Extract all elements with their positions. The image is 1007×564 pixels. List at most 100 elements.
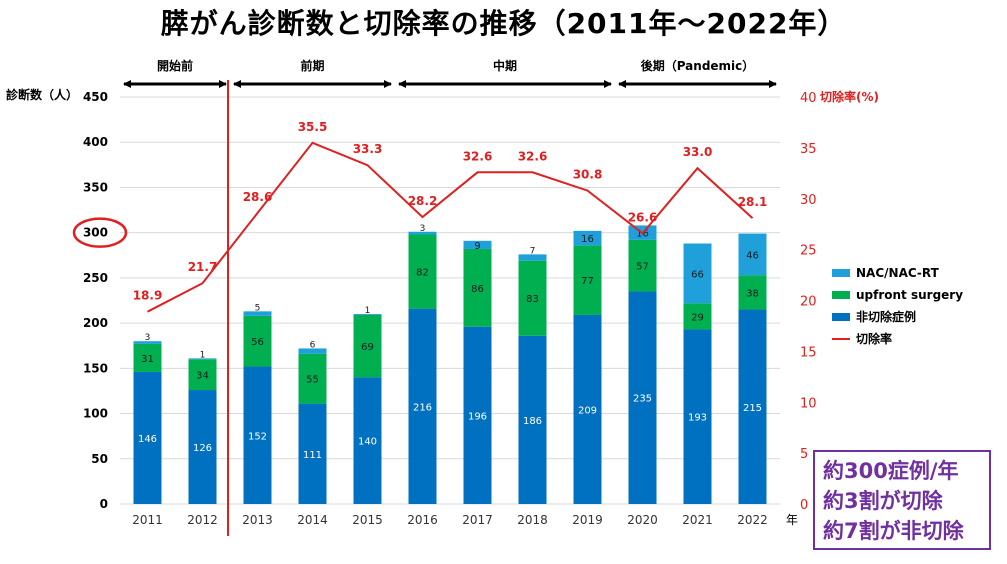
bar-value-label: 209 xyxy=(578,405,597,416)
bar-value-label: 69 xyxy=(361,342,374,353)
x-tick-label: 2014 xyxy=(297,513,328,527)
callout-line-2: 約3割が切除 xyxy=(823,489,943,513)
phase-label: 中期 xyxy=(493,58,517,73)
bar-value-label: 83 xyxy=(526,294,539,305)
y-tick-label: 250 xyxy=(83,271,108,285)
bar-nonresect-2017 xyxy=(463,326,492,504)
x-tick-label: 2013 xyxy=(242,513,273,527)
rate-value-label: 21.7 xyxy=(188,260,218,274)
bar-value-label: 235 xyxy=(633,394,652,405)
bar-upfront-2016 xyxy=(408,234,437,309)
rate-value-label: 35.5 xyxy=(298,120,328,134)
y2-tick-label: 15 xyxy=(800,345,817,360)
summary-callout: 約300症例/年 約3割が切除 約7割が非切除 xyxy=(813,450,991,550)
legend-swatch-nonresect xyxy=(832,313,850,321)
y-tick-label: 200 xyxy=(83,316,108,330)
y2-tick-label: 5 xyxy=(800,447,808,462)
bar-nac-2013 xyxy=(243,311,272,316)
callout-line-3: 約7割が非切除 xyxy=(823,519,964,543)
bar-value-label: 186 xyxy=(523,416,542,427)
chart-title: 膵がん診断数と切除率の推移（2011年～2022年） xyxy=(160,7,847,40)
rate-value-label: 32.6 xyxy=(518,149,548,163)
bar-nonresect-2019 xyxy=(573,314,602,504)
x-tick-label: 2015 xyxy=(352,513,383,527)
phase-label: 開始前 xyxy=(157,58,193,73)
bar-upfront-2014 xyxy=(298,353,327,404)
bar-nonresect-2014 xyxy=(298,403,327,504)
bar-value-label: 126 xyxy=(193,443,212,454)
y2-tick-label: 40 xyxy=(800,91,817,106)
rate-value-label: 32.6 xyxy=(463,149,493,163)
x-tick-label: 2019 xyxy=(572,513,603,527)
bar-value-label: 152 xyxy=(248,431,267,442)
bar-value-label: 66 xyxy=(691,269,704,280)
bar-nonresect-2020 xyxy=(628,291,657,504)
bar-value-label: 86 xyxy=(471,284,484,295)
bar-nonresect-2021 xyxy=(683,329,712,504)
bar-value-label: 56 xyxy=(251,337,264,348)
bar-nonresect-2016 xyxy=(408,308,437,504)
y-tick-label: 100 xyxy=(83,407,108,421)
bar-value-label: 77 xyxy=(581,276,594,287)
x-tick-label: 2016 xyxy=(407,513,438,527)
bar-nonresect-2012 xyxy=(188,390,217,504)
bar-nonresect-2015 xyxy=(353,377,382,504)
bar-value-label: 5 xyxy=(255,303,261,313)
bar-value-label: 46 xyxy=(746,250,759,261)
bar-upfront-2013 xyxy=(243,315,272,367)
bar-value-label: 111 xyxy=(303,450,322,461)
resection-rate-line xyxy=(147,141,754,313)
bar-nonresect-2011 xyxy=(133,371,162,504)
bar-value-label: 196 xyxy=(468,411,487,422)
bar-nac-2011 xyxy=(133,341,162,344)
bar-upfront-2019 xyxy=(573,245,602,315)
rate-value-label: 26.6 xyxy=(628,210,658,224)
x-tick-label: 2017 xyxy=(462,513,493,527)
bar-nac-2012 xyxy=(188,358,217,360)
rate-value-label: 33.3 xyxy=(353,142,383,156)
x-tick-label: 2022 xyxy=(737,513,768,527)
bar-value-label: 3 xyxy=(145,333,151,343)
rate-value-label: 28.6 xyxy=(243,190,273,204)
x-tick-label: 2020 xyxy=(627,513,658,527)
bar-value-label: 1 xyxy=(365,306,371,316)
bar-nac-2014 xyxy=(298,348,327,354)
y2-tick-label: 35 xyxy=(800,142,817,157)
y-tick-label: 50 xyxy=(91,452,108,466)
y-tick-label: 300 xyxy=(83,226,108,240)
y2-axis-label: 切除率(%) xyxy=(820,89,879,104)
rate-value-label: 33.0 xyxy=(683,145,713,159)
bar-value-label: 29 xyxy=(691,312,704,323)
y-tick-label: 450 xyxy=(83,90,108,104)
callout-line-1: 約300症例/年 xyxy=(823,459,959,483)
bar-value-label: 3 xyxy=(420,224,426,234)
bar-value-label: 6 xyxy=(310,340,316,350)
legend-label: 切除率 xyxy=(856,331,892,346)
y-tick-label: 350 xyxy=(83,180,108,194)
bar-nonresect-2018 xyxy=(518,335,547,504)
y2-tick-label: 30 xyxy=(800,193,817,208)
bar-value-label: 82 xyxy=(416,268,429,279)
rate-value-label: 28.2 xyxy=(408,194,438,208)
bar-value-label: 9 xyxy=(474,241,480,252)
rate-value-label: 18.9 xyxy=(133,289,163,303)
bar-value-label: 215 xyxy=(743,403,762,414)
bar-nonresect-2013 xyxy=(243,366,272,504)
bar-upfront-2021 xyxy=(683,303,712,330)
phase-label: 前期 xyxy=(300,58,324,73)
bar-nac-2021 xyxy=(683,243,712,304)
bar-value-label: 146 xyxy=(138,434,157,445)
legend-label: NAC/NAC-RT xyxy=(856,266,940,280)
bar-nac-2022 xyxy=(738,233,767,276)
bar-nac-2019 xyxy=(573,230,602,246)
bar-value-label: 7 xyxy=(530,246,536,256)
bar-value-label: 38 xyxy=(746,288,759,299)
x-tick-label: 2021 xyxy=(682,513,713,527)
bar-value-label: 216 xyxy=(413,402,432,413)
bar-upfront-2015 xyxy=(353,314,382,378)
phase-label: 後期（Pandemic） xyxy=(641,58,755,73)
bar-nac-2017 xyxy=(463,240,492,249)
rate-value-label: 28.1 xyxy=(738,195,768,209)
y2-tick-label: 0 xyxy=(800,498,808,513)
